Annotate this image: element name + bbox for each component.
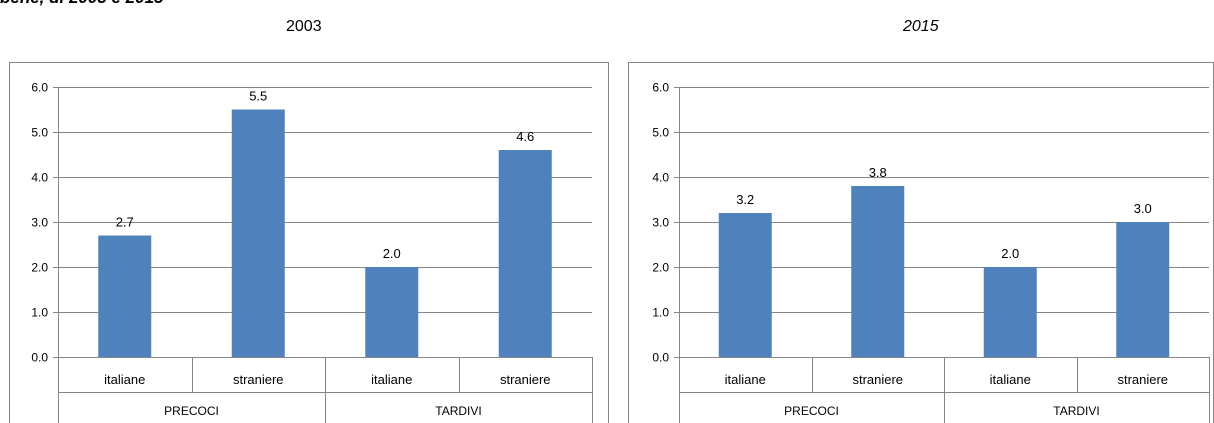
y-tick-label-2003-1: 1.0 (31, 306, 48, 320)
y-tick-label-2003-4: 4.0 (31, 171, 48, 185)
y-tick-label-2015-5: 5.0 (652, 126, 669, 140)
clipped-caption-text: bene, di 2003 e 2015 (0, 0, 164, 8)
data-label-2003-3: 4.6 (516, 129, 534, 144)
data-label-2015-1: 3.8 (869, 165, 887, 180)
category-label-2015-0: italiane (725, 372, 766, 387)
bar-2015-2 (983, 267, 1037, 357)
y-tick-label-2003-6: 6.0 (31, 81, 48, 95)
data-label-2015-0: 3.2 (736, 192, 754, 207)
chart-title-2003: 2003 (286, 18, 322, 35)
y-tick-label-2015-3: 3.0 (652, 216, 669, 230)
group-label-2003-0: PRECOCI (164, 404, 219, 418)
category-label-2015-3: straniere (1117, 372, 1168, 387)
bar-2015-3 (1116, 222, 1170, 357)
bar-2003-2 (365, 267, 419, 357)
chart-title-2015: 2015 (903, 18, 939, 35)
data-label-2003-1: 5.5 (249, 89, 267, 104)
y-tick-label-2003-0: 0.0 (31, 351, 48, 365)
category-label-2015-1: straniere (852, 372, 903, 387)
category-label-2003-0: italiane (104, 372, 145, 387)
data-label-2003-2: 2.0 (383, 246, 401, 261)
y-tick-label-2015-0: 0.0 (652, 351, 669, 365)
y-tick-label-2003-5: 5.0 (31, 126, 48, 140)
data-label-2015-2: 2.0 (1001, 246, 1019, 261)
chart-frame-2003 (9, 62, 609, 423)
y-tick-label-2003-3: 3.0 (31, 216, 48, 230)
y-tick-label-2015-4: 4.0 (652, 171, 669, 185)
y-tick-label-2003-2: 2.0 (31, 261, 48, 275)
bar-2003-3 (498, 150, 552, 357)
group-label-2015-1: TARDIVI (1053, 404, 1099, 418)
category-label-2003-2: italiane (371, 372, 412, 387)
bar-2015-1 (851, 186, 905, 357)
bar-2003-0 (98, 235, 152, 357)
bar-2003-1 (231, 109, 285, 357)
data-label-2003-0: 2.7 (116, 215, 134, 230)
data-label-2015-3: 3.0 (1134, 201, 1152, 216)
y-tick-label-2015-6: 6.0 (652, 81, 669, 95)
y-tick-label-2015-1: 1.0 (652, 306, 669, 320)
category-label-2015-2: italiane (990, 372, 1031, 387)
y-tick-label-2015-2: 2.0 (652, 261, 669, 275)
category-label-2003-1: straniere (233, 372, 284, 387)
group-label-2003-1: TARDIVI (435, 404, 481, 418)
group-label-2015-0: PRECOCI (784, 404, 839, 418)
bar-2015-0 (718, 213, 772, 357)
category-label-2003-3: straniere (500, 372, 551, 387)
